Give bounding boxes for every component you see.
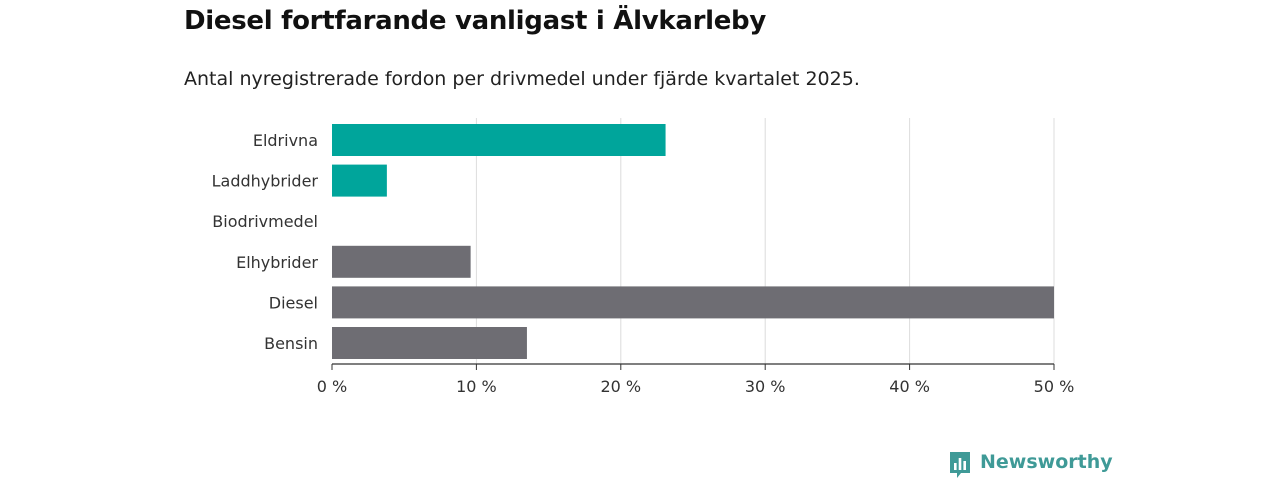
bar-bensin	[332, 327, 527, 359]
category-label: Biodrivmedel	[212, 212, 318, 231]
bar-laddhybrider	[332, 164, 387, 197]
category-label: Bensin	[264, 334, 318, 353]
category-labels: Eldrivna Laddhybrider Biodrivmedel Elhybrid…	[212, 131, 319, 353]
x-tick-label: 20 %	[600, 377, 641, 396]
x-axis: 0 % 10 % 20 % 30 % 40 % 50 %	[317, 363, 1075, 396]
bars	[332, 124, 1054, 359]
x-tick-label: 0 %	[317, 377, 347, 396]
category-label: Laddhybrider	[212, 172, 319, 191]
newsworthy-logo-icon	[950, 452, 970, 478]
x-tick-label: 10 %	[456, 377, 497, 396]
bar-chart: Eldrivna Laddhybrider Biodrivmedel Elhybrid…	[212, 118, 1075, 396]
x-tick-label: 50 %	[1034, 377, 1075, 396]
newsworthy-logo: Newsworthy	[948, 450, 1113, 480]
chart-subtitle: Antal nyregistrerade fordon per drivmede…	[184, 68, 860, 90]
bar-elhybrider	[332, 245, 471, 278]
x-tick-label: 40 %	[889, 377, 930, 396]
category-label: Elhybrider	[236, 253, 318, 272]
bar-diesel	[332, 286, 1054, 319]
bar-eldrivna	[332, 124, 666, 156]
category-label: Diesel	[269, 293, 318, 312]
newsworthy-logo-text: Newsworthy	[980, 451, 1113, 473]
grid-lines	[475, 118, 1055, 364]
chart-title: Diesel fortfarande vanligast i Älvkarleb…	[184, 6, 767, 36]
category-label: Eldrivna	[253, 131, 318, 150]
x-tick-label: 30 %	[745, 377, 786, 396]
